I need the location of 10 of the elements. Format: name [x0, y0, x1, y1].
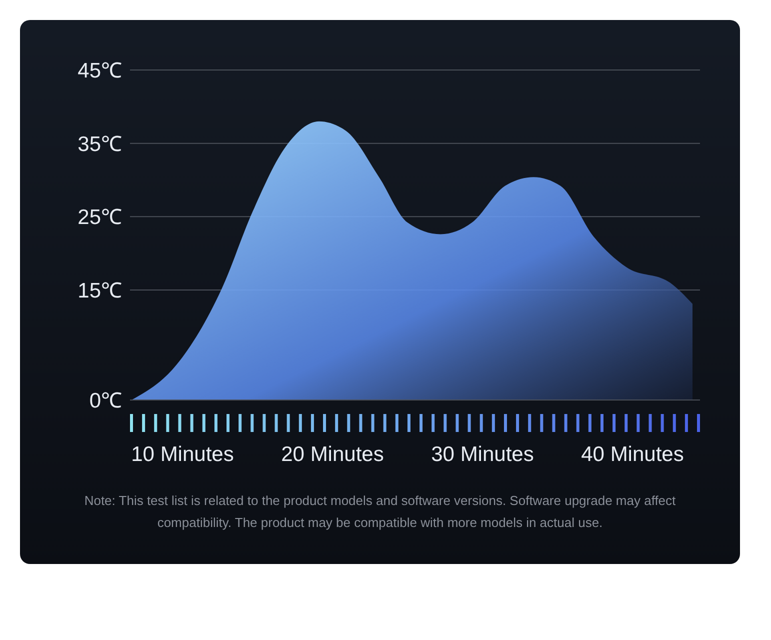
y-tick-label: 35℃ — [78, 132, 122, 156]
y-tick-label: 25℃ — [78, 206, 122, 230]
y-tick-label: 15℃ — [78, 279, 122, 302]
x-tick-label: 30 Minutes — [431, 442, 534, 466]
x-tick-label: 40 Minutes — [581, 442, 684, 466]
y-tick-label: 45℃ — [78, 59, 122, 82]
text: Note: This test list is related to the product models and software versions. Software upgrade may affect compatibility. The product may be compatible with more models in actual use. — [83, 492, 677, 532]
x-tick-label: 10 Minutes — [131, 442, 234, 466]
y-tick-label: 0℃ — [89, 389, 122, 412]
x-tick-label: 20 Minutes — [281, 442, 384, 466]
